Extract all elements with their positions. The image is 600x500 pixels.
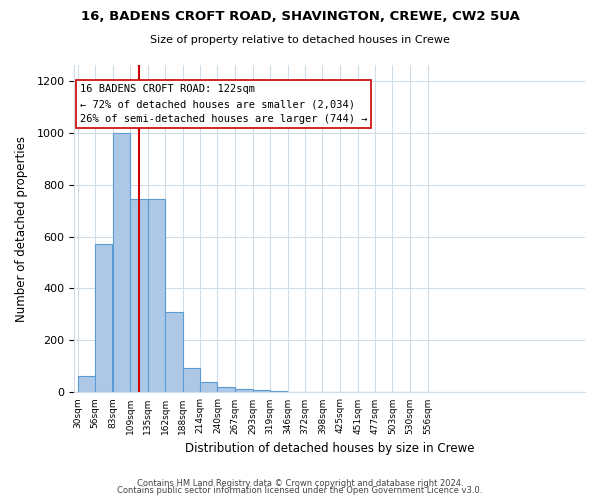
Bar (166, 312, 183, 392)
Bar (77, 376, 95, 392)
Bar (253, 390, 270, 392)
Bar (113, 132, 130, 392)
Text: 16, BADENS CROFT ROAD, SHAVINGTON, CREWE, CW2 5UA: 16, BADENS CROFT ROAD, SHAVINGTON, CREWE… (80, 10, 520, 23)
Bar (235, 388, 253, 392)
Text: Contains HM Land Registry data © Crown copyright and database right 2024.: Contains HM Land Registry data © Crown c… (137, 478, 463, 488)
Text: Size of property relative to detached houses in Crewe: Size of property relative to detached ho… (150, 35, 450, 45)
Bar (270, 391, 287, 392)
Bar (130, 199, 148, 392)
Text: 16 BADENS CROFT ROAD: 122sqm
← 72% of detached houses are smaller (2,034)
26% of: 16 BADENS CROFT ROAD: 122sqm ← 72% of de… (80, 84, 367, 124)
Y-axis label: Number of detached properties: Number of detached properties (15, 136, 28, 322)
Bar (217, 387, 235, 392)
Bar (183, 368, 200, 392)
Text: Contains public sector information licensed under the Open Government Licence v3: Contains public sector information licen… (118, 486, 482, 495)
Bar (95, 244, 112, 392)
X-axis label: Distribution of detached houses by size in Crewe: Distribution of detached houses by size … (185, 442, 475, 455)
Bar (200, 382, 217, 392)
Bar (148, 199, 165, 392)
